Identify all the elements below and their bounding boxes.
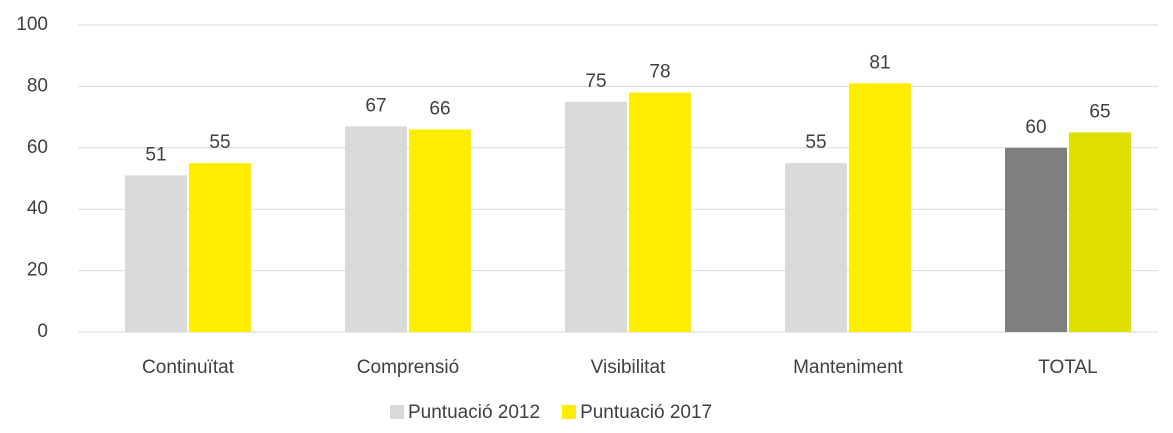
value-label: 75 <box>585 71 606 92</box>
legend-label: Puntuació 2017 <box>580 402 712 423</box>
value-label: 51 <box>145 144 166 165</box>
legend-label: Puntuació 2012 <box>408 402 540 423</box>
value-label: 67 <box>365 95 386 116</box>
y-tick-label: 60 <box>27 137 48 158</box>
x-tick-label: TOTAL <box>1038 357 1097 378</box>
y-tick-label: 40 <box>27 198 48 219</box>
x-tick-label: Visibilitat <box>591 357 666 378</box>
value-label: 78 <box>649 62 670 83</box>
y-tick-label: 100 <box>16 14 48 35</box>
value-label: 66 <box>429 98 450 119</box>
value-label: 60 <box>1025 117 1046 138</box>
value-label: 65 <box>1089 101 1110 122</box>
bar <box>189 163 251 332</box>
bar <box>409 129 471 332</box>
x-tick-label: Continuïtat <box>142 357 235 378</box>
bar <box>1005 147 1067 332</box>
legend-swatch <box>390 405 404 419</box>
x-tick-label: Manteniment <box>793 357 904 378</box>
value-label: 55 <box>805 132 826 153</box>
bar <box>629 92 691 332</box>
value-label: 55 <box>209 132 230 153</box>
bar <box>785 163 847 332</box>
bar <box>125 175 187 332</box>
y-tick-label: 0 <box>37 321 48 342</box>
y-tick-label: 20 <box>27 260 48 281</box>
value-label: 81 <box>869 52 890 73</box>
bar <box>565 101 627 332</box>
bar <box>345 126 407 332</box>
bar <box>849 83 911 332</box>
y-tick-label: 80 <box>27 75 48 96</box>
bar <box>1069 132 1131 332</box>
legend-swatch <box>562 405 577 419</box>
x-tick-label: Comprensió <box>357 357 459 378</box>
